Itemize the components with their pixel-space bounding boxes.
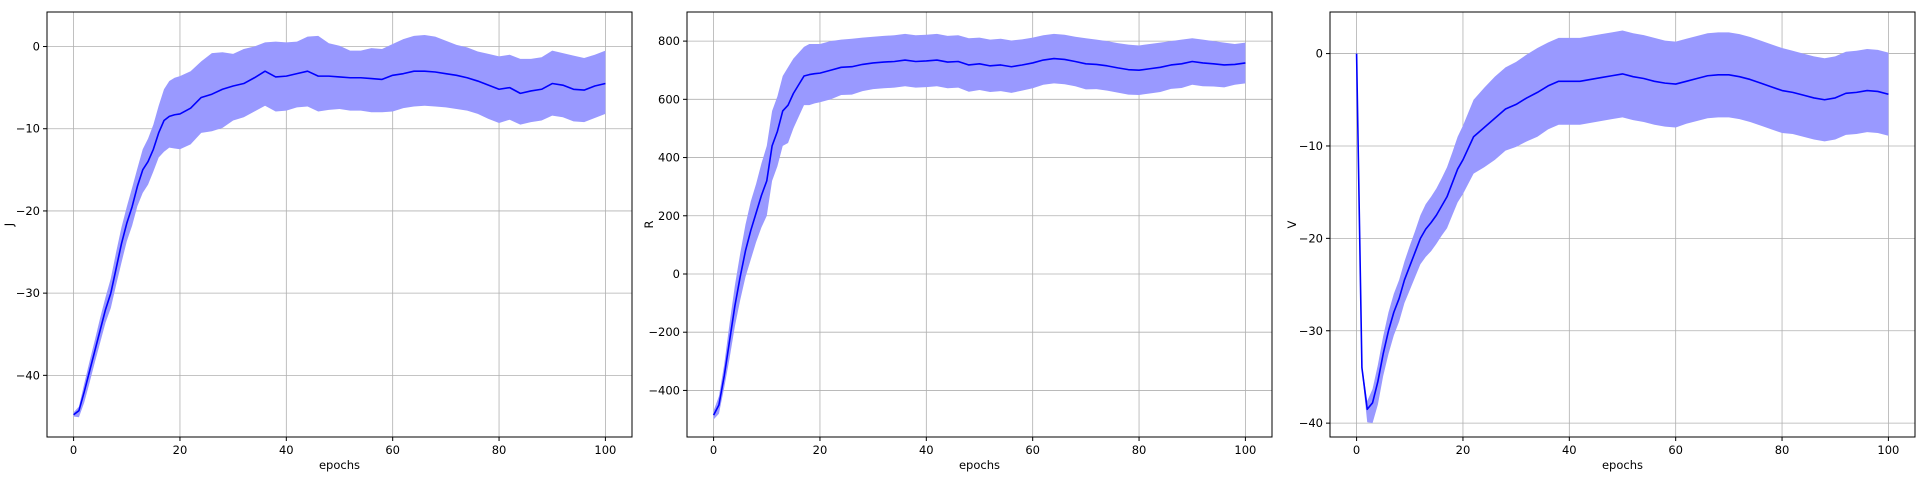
y-tick-label: −400	[648, 383, 680, 397]
std-band-j	[73, 35, 606, 418]
y-tick-label: 0	[33, 40, 40, 54]
axes-frame	[686, 11, 1273, 438]
axes-frame	[46, 11, 633, 438]
y-axis-label: J	[2, 223, 16, 227]
x-tick-label: 60	[1668, 443, 1683, 457]
x-tick-label: 40	[279, 443, 294, 457]
y-tick-label: 0	[1316, 47, 1323, 61]
y-tick-label: 400	[658, 151, 680, 165]
y-tick-label: 0	[673, 267, 680, 281]
axes-frame	[1329, 11, 1916, 438]
y-axis-label: V	[1285, 220, 1299, 228]
y-tick-label: −40	[1299, 416, 1323, 430]
x-axis-label: epochs	[959, 458, 1000, 472]
x-tick-label: 60	[1025, 443, 1040, 457]
x-tick-label: 20	[813, 443, 828, 457]
x-tick-label: 80	[1132, 443, 1147, 457]
y-tick-label: −10	[1299, 139, 1323, 153]
std-band-v	[1356, 30, 1889, 424]
chart-j: 0 20 40 60 80 100 −40 −30 −20 −10 0 epochs J	[2, 11, 633, 472]
x-tick-label: 20	[173, 443, 188, 457]
chart-v: 0 20 40 60 80 100 −40 −30 −20 −10 0 epochs V	[1285, 11, 1916, 472]
x-tick-label: 40	[919, 443, 934, 457]
x-axis-label: epochs	[1602, 458, 1643, 472]
y-axis-label: R	[642, 221, 656, 229]
x-tick-label: 100	[594, 443, 616, 457]
y-tick-label: 800	[658, 34, 680, 48]
x-tick-label: 100	[1877, 443, 1899, 457]
y-tick-label: −40	[16, 368, 40, 382]
x-tick-label: 80	[492, 443, 507, 457]
x-axis-label: epochs	[319, 458, 360, 472]
y-tick-label: −30	[1299, 324, 1323, 338]
y-tick-label: −30	[16, 286, 40, 300]
x-tick-label: 60	[385, 443, 400, 457]
y-tick-label: −10	[16, 122, 40, 136]
mean-line-r	[712, 57, 1246, 416]
panels: 0 20 40 60 80 100 −40 −30 −20 −10 0 epochs J 0 20 40 60 8…	[2, 11, 1916, 472]
x-tick-label: 0	[710, 443, 717, 457]
x-tick-label: 100	[1234, 443, 1256, 457]
x-tick-label: 40	[1562, 443, 1577, 457]
mean-line-j	[73, 70, 606, 416]
x-tick-label: 0	[70, 443, 77, 457]
y-tick-label: 200	[658, 209, 680, 223]
chart-r: 0 20 40 60 80 100 −400 −200 0 200 400 600 800 epochs R	[642, 11, 1273, 472]
x-tick-label: 80	[1775, 443, 1790, 457]
y-tick-label: −20	[1299, 231, 1323, 245]
y-tick-label: 600	[658, 92, 680, 106]
y-tick-label: −200	[648, 325, 680, 339]
std-band-r	[713, 33, 1246, 420]
mean-line-v	[1355, 53, 1889, 411]
y-tick-label: −20	[16, 204, 40, 218]
x-tick-label: 20	[1456, 443, 1471, 457]
x-tick-label: 0	[1353, 443, 1360, 457]
